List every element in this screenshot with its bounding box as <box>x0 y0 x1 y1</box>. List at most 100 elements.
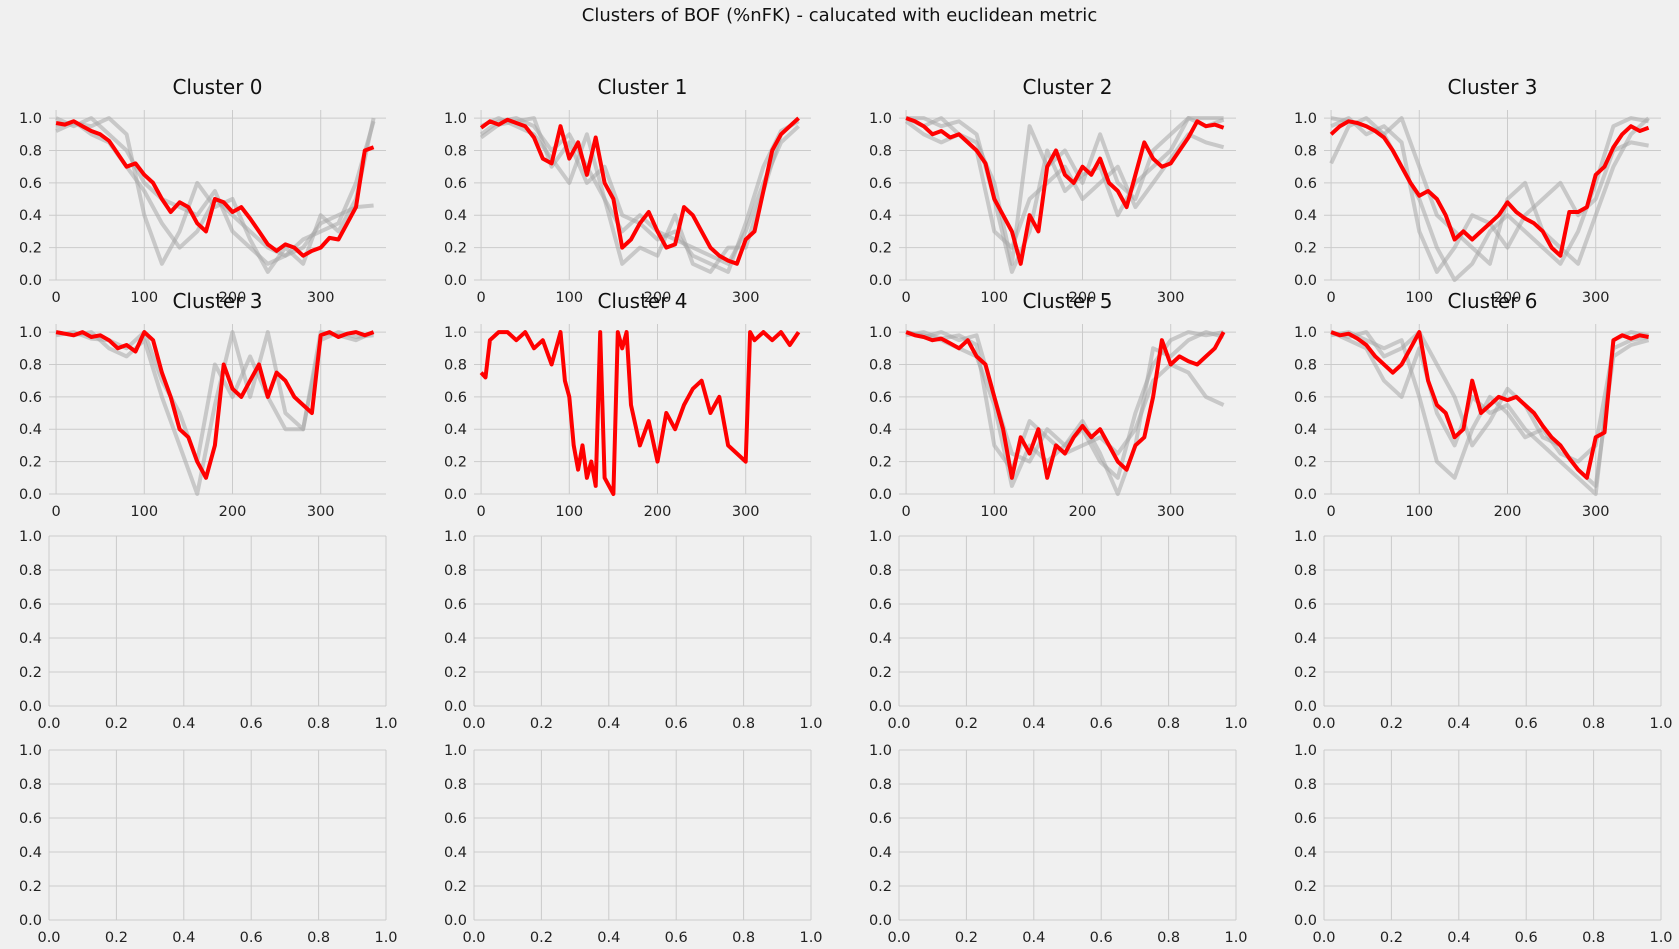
y-tick-label: 0.6 <box>19 390 42 406</box>
y-tick-label: 0.2 <box>869 879 892 895</box>
y-tick-label: 0.4 <box>19 422 42 438</box>
subplot-title: Cluster 4 <box>597 289 687 313</box>
x-tick-label: 0.0 <box>887 716 910 732</box>
x-tick-label: 0 <box>51 290 60 306</box>
x-tick-label: 300 <box>307 290 335 306</box>
y-tick-label: 1.0 <box>869 743 892 759</box>
x-tick-label: 0.8 <box>307 716 330 732</box>
subplot-1: 0.0 0.2 0.4 0.6 0.8 1.0 0 100 200 300 Cluster 1 <box>444 75 811 306</box>
x-tick-label: 200 <box>219 504 247 520</box>
x-tick-label: 0.8 <box>1582 930 1605 946</box>
y-tick-label: 0.0 <box>1294 273 1317 289</box>
y-tick-label: 0.8 <box>19 563 42 579</box>
x-tick-label: 1.0 <box>374 716 397 732</box>
subplot-14: 0.0 0.2 0.4 0.6 0.8 1.0 0.0 0.2 0.4 0.6 0.8 1.0 <box>869 743 1248 946</box>
y-tick-label: 0.2 <box>19 455 42 471</box>
x-tick-label: 300 <box>1582 504 1610 520</box>
subplot-9: 0.0 0.2 0.4 0.6 0.8 1.0 0.0 0.2 0.4 0.6 0.8 1.0 <box>444 529 823 732</box>
y-tick-label: 0.0 <box>444 273 467 289</box>
y-tick-label: 0.4 <box>1294 208 1317 224</box>
x-tick-label: 0.6 <box>1090 930 1113 946</box>
member-line-1 <box>1330 330 1649 496</box>
subplot-15: 0.0 0.2 0.4 0.6 0.8 1.0 0.0 0.2 0.4 0.6 0.8 1.0 <box>1294 743 1673 946</box>
x-tick-label: 0 <box>901 504 910 520</box>
y-tick-label: 1.0 <box>19 111 42 127</box>
x-tick-label: 0 <box>901 290 910 306</box>
y-tick-label: 0.4 <box>19 631 42 647</box>
subplot-7: 0.0 0.2 0.4 0.6 0.8 1.0 0 100 200 300 Cluster 6 <box>1294 289 1661 520</box>
y-tick-label: 0.8 <box>869 143 892 159</box>
y-tick-label: 1.0 <box>444 743 467 759</box>
y-tick-label: 0.2 <box>444 455 467 471</box>
x-tick-label: 0.8 <box>1582 716 1605 732</box>
y-tick-label: 0.4 <box>869 631 892 647</box>
x-tick-label: 0.6 <box>1515 930 1538 946</box>
x-tick-label: 0.8 <box>732 930 755 946</box>
y-tick-label: 1.0 <box>444 529 467 545</box>
y-tick-label: 0.8 <box>19 143 42 159</box>
figure-suptitle: Clusters of BOF (%nFK) - calucated with … <box>582 5 1097 26</box>
y-tick-label: 0.4 <box>444 845 467 861</box>
x-tick-label: 0.2 <box>1380 716 1403 732</box>
subplot-5: 0.0 0.2 0.4 0.6 0.8 1.0 0 100 200 300 Cluster 4 <box>444 289 811 520</box>
x-tick-label: 200 <box>644 290 672 306</box>
x-tick-label: 0.4 <box>1447 930 1470 946</box>
subplot-12: 0.0 0.2 0.4 0.6 0.8 1.0 0.0 0.2 0.4 0.6 0.8 1.0 <box>19 743 398 946</box>
x-tick-label: 300 <box>1157 504 1185 520</box>
x-tick-label: 1.0 <box>1224 716 1247 732</box>
x-tick-label: 300 <box>1582 290 1610 306</box>
member-line-3 <box>906 116 1225 274</box>
y-tick-label: 0.0 <box>19 699 42 715</box>
y-tick-label: 0.2 <box>444 879 467 895</box>
x-tick-label: 200 <box>1494 504 1522 520</box>
y-tick-label: 0.4 <box>1294 422 1317 438</box>
x-tick-label: 0.4 <box>1447 716 1470 732</box>
x-tick-label: 0.4 <box>597 930 620 946</box>
y-tick-label: 0.6 <box>444 390 467 406</box>
y-tick-label: 0.4 <box>444 631 467 647</box>
member-line-3 <box>905 330 1225 496</box>
x-tick-label: 0 <box>1326 290 1335 306</box>
subplot-title: Cluster 1 <box>597 75 687 99</box>
x-tick-label: 0.2 <box>955 716 978 732</box>
x-tick-label: 1.0 <box>374 930 397 946</box>
x-tick-label: 0.6 <box>1090 716 1113 732</box>
x-tick-label: 100 <box>555 504 583 520</box>
y-tick-label: 0.8 <box>1294 563 1317 579</box>
x-tick-label: 0.4 <box>1022 716 1045 732</box>
y-tick-label: 0.8 <box>19 777 42 793</box>
y-tick-label: 0.4 <box>1294 631 1317 647</box>
y-tick-label: 1.0 <box>1294 743 1317 759</box>
x-tick-label: 0.4 <box>1022 930 1045 946</box>
x-tick-label: 200 <box>1494 290 1522 306</box>
x-tick-label: 300 <box>732 290 760 306</box>
x-tick-label: 0.2 <box>105 716 128 732</box>
x-tick-label: 0.2 <box>530 716 553 732</box>
subplot-13: 0.0 0.2 0.4 0.6 0.8 1.0 0.0 0.2 0.4 0.6 0.8 1.0 <box>444 743 823 946</box>
x-tick-label: 0 <box>51 504 60 520</box>
centroid-line-0 <box>55 119 375 258</box>
y-tick-label: 0.0 <box>19 913 42 929</box>
y-tick-label: 0.6 <box>1294 597 1317 613</box>
x-tick-label: 200 <box>644 504 672 520</box>
y-tick-label: 0.4 <box>869 845 892 861</box>
y-tick-label: 1.0 <box>1294 529 1317 545</box>
x-tick-label: 1.0 <box>799 716 822 732</box>
y-tick-label: 1.0 <box>1294 111 1317 127</box>
x-tick-label: 0.2 <box>1380 930 1403 946</box>
subplot-3: 0.0 0.2 0.4 0.6 0.8 1.0 0 100 200 300 Cluster 3 <box>1294 75 1661 306</box>
y-tick-label: 0.2 <box>869 665 892 681</box>
x-tick-label: 100 <box>980 504 1008 520</box>
y-tick-label: 0.6 <box>1294 176 1317 192</box>
y-tick-label: 0.2 <box>19 241 42 257</box>
y-tick-label: 0.4 <box>869 422 892 438</box>
centroid-line-0 <box>1329 119 1650 258</box>
y-tick-label: 0.0 <box>444 699 467 715</box>
y-tick-label: 0.6 <box>869 597 892 613</box>
y-tick-label: 0.6 <box>869 811 892 827</box>
y-tick-label: 0.2 <box>1294 455 1317 471</box>
y-tick-label: 0.0 <box>444 487 467 503</box>
y-tick-label: 0.6 <box>1294 811 1317 827</box>
x-tick-label: 200 <box>1069 290 1097 306</box>
x-tick-label: 100 <box>130 504 158 520</box>
